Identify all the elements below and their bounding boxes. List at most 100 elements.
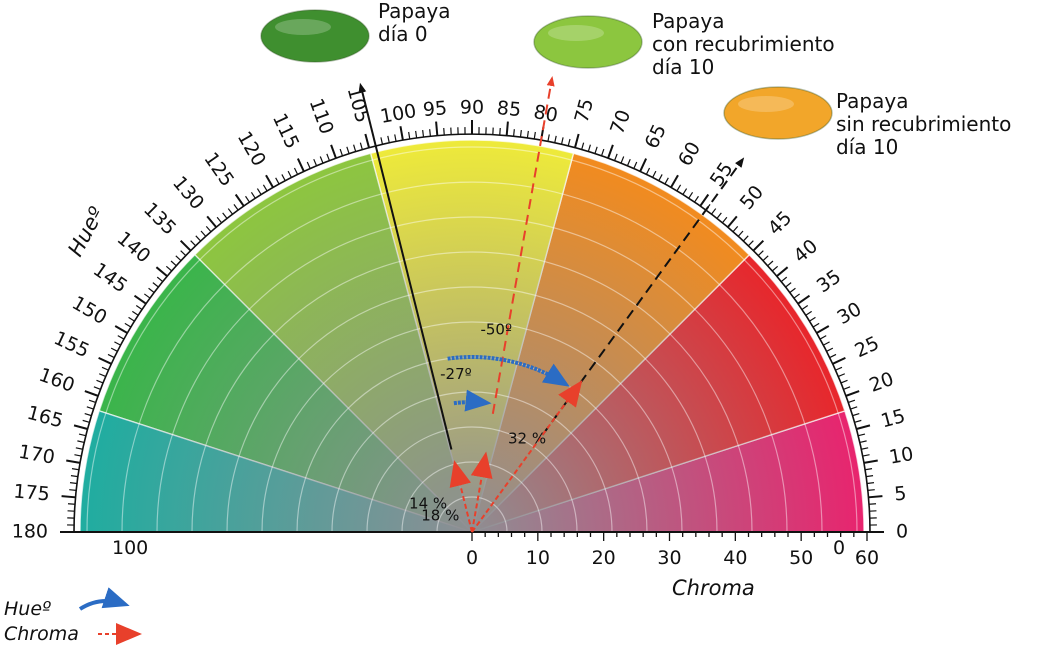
- hue-tick: [353, 144, 357, 152]
- hue-tick: [780, 276, 788, 282]
- hue-tick: [319, 156, 324, 164]
- chroma-tick-labels: 0 10 20 30 40 50 60: [466, 547, 879, 569]
- chroma-tick-label: 60: [855, 547, 879, 569]
- chroma-vector-label-1: 18 %: [421, 506, 459, 524]
- hue-tick: [845, 390, 860, 397]
- chroma-tick-label: 30: [657, 547, 681, 569]
- hue-tick: [601, 148, 605, 156]
- hue-tick: [859, 440, 867, 444]
- chroma-tick-label: 0: [466, 547, 478, 569]
- hue-tick-label: 45: [764, 207, 797, 240]
- hue-tick-label: 150: [68, 292, 110, 329]
- hue-tick: [364, 133, 370, 148]
- hue-tick-label: 90: [460, 97, 484, 119]
- legend-hue-label: Hueº: [4, 598, 51, 620]
- hue-tick: [101, 366, 109, 371]
- hue-tick: [313, 158, 318, 166]
- hue-tick: [519, 129, 522, 138]
- hue-tick: [180, 250, 187, 256]
- chroma-right-zero-label: 0: [833, 537, 845, 559]
- hue-tick: [547, 134, 550, 142]
- hue-tick: [74, 454, 82, 457]
- hue-tick: [865, 468, 873, 471]
- hue-tick: [170, 260, 177, 267]
- papaya-label-dia0: Papaya: [378, 0, 450, 23]
- legend-hue-arrow-icon: [78, 587, 130, 611]
- sample-line-dia0: [358, 82, 453, 450]
- hue-tick: [868, 495, 883, 499]
- hue-tick-label: 85: [496, 97, 522, 121]
- hue-tick: [227, 208, 233, 215]
- hue-tick-label: 95: [422, 97, 448, 121]
- hue-tick-label: 20: [866, 368, 896, 397]
- hue-tick: [287, 170, 292, 178]
- hue-tick: [843, 386, 851, 390]
- hue-tick: [670, 174, 679, 188]
- hue-tick-label: 130: [168, 172, 208, 214]
- hue-tick: [256, 188, 262, 195]
- hue-tick: [785, 282, 792, 288]
- hue-tick: [128, 316, 135, 322]
- hue-tick-label: 140: [113, 227, 155, 267]
- hue-tick: [732, 225, 739, 233]
- papaya-label-uncoated10: día 10: [836, 135, 898, 159]
- hue-tick: [587, 144, 591, 152]
- hue-tick: [179, 239, 192, 252]
- hue-tick-label: 40: [789, 235, 822, 267]
- chroma-vector-2: [471, 380, 583, 533]
- hue-tick: [117, 335, 125, 340]
- hue-tick: [265, 174, 274, 188]
- hue-tick-label: 0: [896, 521, 908, 543]
- chroma-vector-label-2: 32 %: [508, 430, 546, 448]
- hue-tick: [862, 454, 870, 457]
- hue-tick: [250, 192, 256, 199]
- hue-tick: [835, 366, 843, 371]
- chroma-vector-1: [470, 451, 493, 533]
- hue-tick: [77, 440, 85, 444]
- hue-tick: [195, 235, 202, 242]
- center-desaturation: [80, 140, 864, 532]
- hue-tick: [143, 293, 151, 299]
- papaya-label-dia0: día 0: [378, 22, 428, 46]
- hue-tick: [190, 240, 196, 247]
- hue-tick: [748, 240, 754, 247]
- hue-tick: [435, 121, 439, 136]
- hue-tick-label: 100: [379, 100, 419, 128]
- hue-tick: [866, 475, 874, 478]
- hue-tick: [838, 373, 846, 378]
- hue-tick: [789, 287, 796, 293]
- hue-tick: [200, 230, 207, 237]
- hue-tick: [306, 161, 311, 169]
- hue-tick: [727, 215, 738, 228]
- hue-tick: [205, 225, 212, 233]
- hue-tick: [346, 146, 350, 154]
- hue-tick-label: 65: [641, 121, 671, 152]
- hue-tick-label: 10: [888, 443, 916, 469]
- hue-tick-label: 135: [139, 198, 180, 239]
- chroma-vector-0: [449, 460, 473, 533]
- hue-tick: [88, 399, 96, 403]
- hue-tick: [175, 255, 182, 262]
- hue-tick: [114, 325, 128, 334]
- hue-tick: [771, 265, 779, 272]
- chroma-tick-label: 50: [789, 547, 813, 569]
- hue-change-arrows: -27º -50º: [440, 320, 570, 412]
- hue-tick: [513, 129, 515, 137]
- hue-tick: [408, 131, 411, 139]
- hue-tick: [852, 413, 860, 417]
- hue-tick: [614, 153, 618, 161]
- hue-tick-label: 30: [833, 298, 865, 329]
- hue-tick: [98, 373, 106, 378]
- hue-tick-label: 125: [199, 148, 238, 190]
- hue-tick: [296, 158, 305, 172]
- legend: Hueº Chroma: [4, 587, 142, 645]
- hue-tick: [132, 310, 139, 316]
- hue-tick: [110, 347, 118, 352]
- hue-tick: [339, 148, 343, 156]
- hue-tick: [505, 121, 509, 136]
- chroma-axis: [70, 531, 880, 541]
- hue-tick: [809, 316, 816, 322]
- hue-tick: [752, 239, 765, 252]
